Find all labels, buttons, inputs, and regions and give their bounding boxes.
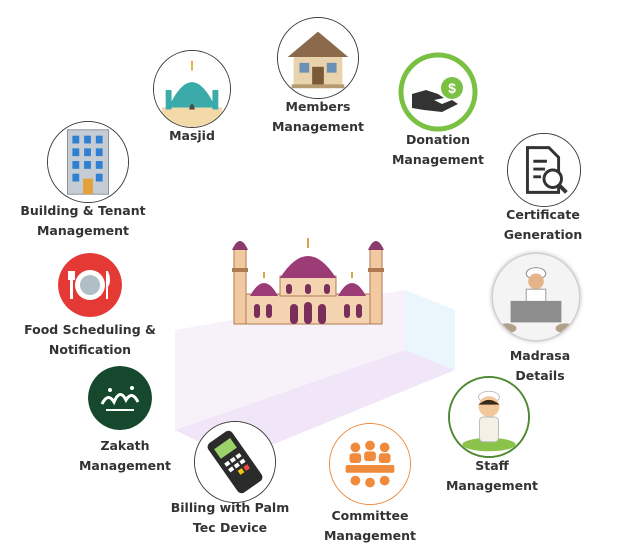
module-label-food: Food Scheduling & Notification — [24, 322, 156, 357]
module-label-members: Members Management — [271, 99, 364, 134]
zakath-calligraphy-icon — [88, 366, 152, 430]
madrasa-teacher-icon — [492, 253, 580, 341]
module-label-staff: Staff Management — [445, 458, 538, 493]
center-mosque-illustration — [232, 238, 384, 325]
house-icon — [277, 17, 359, 99]
food-plate-icon — [58, 253, 122, 317]
module-label-donation: Donation Management — [391, 132, 484, 167]
module-label-zakath: Zakath Management — [78, 438, 171, 473]
module-label-building: Building & Tenant Management — [20, 203, 146, 238]
donation-hand-dollar-icon: $ — [398, 52, 478, 132]
committee-meeting-icon — [329, 423, 411, 505]
module-label-masjid: Masjid — [169, 128, 215, 143]
svg-text:$: $ — [448, 80, 456, 96]
staff-boy-icon — [448, 376, 530, 458]
module-label-billing: Billing with Palm Tec Device — [170, 500, 290, 535]
module-label-certificate: Certificate Generation — [503, 207, 583, 242]
masjid-dome-icon — [153, 50, 231, 128]
palm-tec-device-icon — [194, 421, 276, 503]
certificate-search-icon — [507, 133, 581, 207]
module-label-madrasa: Madrasa Details — [509, 348, 571, 383]
building-icon — [47, 121, 129, 203]
module-label-committee: Committee Management — [323, 508, 416, 543]
